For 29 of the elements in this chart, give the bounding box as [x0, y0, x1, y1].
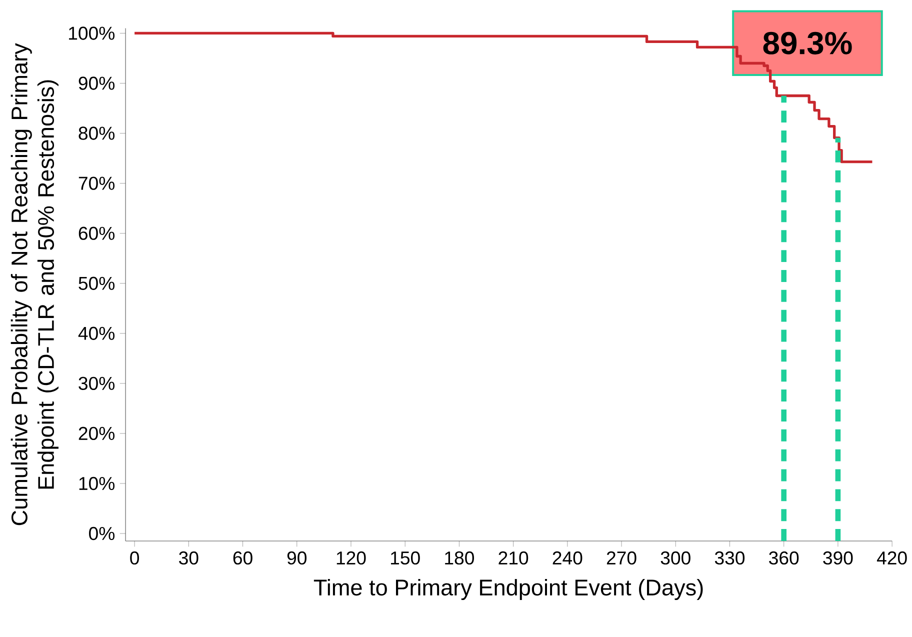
- y-tick-label: 20%: [78, 427, 115, 440]
- x-tick-label: 330: [714, 552, 745, 565]
- x-tick-label: 420: [876, 552, 907, 565]
- x-tick-label: 60: [233, 552, 252, 565]
- x-tick-label: 390: [823, 552, 853, 565]
- x-tick-label: 90: [287, 552, 307, 565]
- y-tick-label: 90%: [78, 76, 115, 90]
- y-tick-label: 60%: [78, 226, 115, 240]
- x-tick-label: 180: [445, 552, 474, 565]
- y-tick-label: 40%: [78, 326, 115, 340]
- x-tick-label: 120: [336, 552, 366, 565]
- y-tick-label: 10%: [79, 477, 115, 490]
- y-tick-label: 30%: [78, 376, 115, 390]
- x-tick-label: 300: [660, 552, 690, 565]
- annotation: 89.3%: [763, 32, 852, 55]
- x-tick-label: 360: [769, 552, 799, 565]
- y-tick-label: 0%: [89, 527, 115, 540]
- x-tick-label: 210: [498, 552, 528, 565]
- x-tick-label: 150: [391, 552, 420, 565]
- x-tick-label: 240: [552, 552, 582, 565]
- x-tick-label: 270: [606, 552, 636, 565]
- y-tick-label: 80%: [78, 126, 115, 140]
- x-tick-label: 0: [130, 552, 140, 565]
- y-tick-label: 100%: [69, 26, 115, 40]
- y-tick-label: 70%: [78, 176, 115, 190]
- y-axis-title: Cumulative Probability of Not Reaching Primary Endpoint (CD-TLR and 50% Restenosis): [10, 43, 58, 526]
- x-axis-title: Time to Primary Endpoint Event (Days): [314, 579, 703, 600]
- y-tick-label: 50%: [78, 276, 115, 290]
- x-tick-label: 30: [179, 552, 198, 565]
